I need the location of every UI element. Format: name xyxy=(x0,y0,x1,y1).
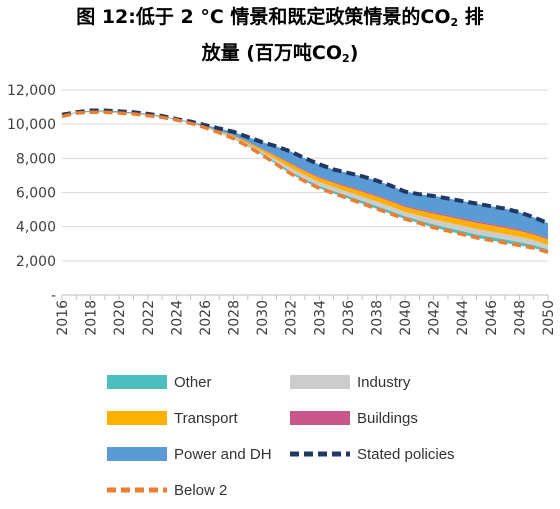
x-tick-label: 2046 xyxy=(484,300,500,336)
title-line2-subscript: 2 xyxy=(342,52,350,65)
area-transport xyxy=(62,111,548,245)
stacked-areas xyxy=(62,110,548,253)
x-tick-label: 2040 xyxy=(398,300,414,336)
area-industry xyxy=(62,111,548,250)
legend-label: Stated policies xyxy=(357,446,455,463)
y-tick-label: 6,000 xyxy=(16,186,56,202)
legend-swatch xyxy=(107,447,167,461)
x-tick-label: 2026 xyxy=(198,300,214,336)
x-tick-label: 2034 xyxy=(312,300,328,336)
legend-label: Transport xyxy=(174,410,238,427)
legend-item-transport: Transport xyxy=(107,410,238,427)
x-tick-label: 2042 xyxy=(427,300,443,336)
title-line2-tail: ) xyxy=(349,42,359,64)
legend-item-other: Other xyxy=(107,374,212,391)
x-tick-label: 2016 xyxy=(55,300,71,336)
chart-title-line-2: 放量 (百万吨CO2) xyxy=(0,38,560,74)
y-axis: - 2,000 4,000 6,000 8,000 10,000 12,000 xyxy=(7,83,56,304)
legend-item-stated-policies: Stated policies xyxy=(290,446,455,463)
legend-swatch xyxy=(290,375,350,389)
gridlines xyxy=(62,89,548,296)
legend-label: Below 2 xyxy=(174,482,227,499)
legend-swatch xyxy=(107,375,167,389)
legend: Other Industry Transport Buildings Power and… xyxy=(107,374,455,499)
series-lines xyxy=(61,108,549,254)
chart-title-line-1: 图 12:低于 2 °C 情景和既定政策情景的CO2 排 xyxy=(0,2,560,38)
title-line1-subscript: 2 xyxy=(450,16,459,29)
legend-swatch xyxy=(107,411,167,425)
legend-item-industry: Industry xyxy=(290,374,411,391)
area-power-and-dh xyxy=(62,110,548,239)
title-line1-text: 图 12:低于 2 °C 情景和既定政策情景的CO xyxy=(76,6,451,28)
y-tick-label: 8,000 xyxy=(16,151,56,167)
y-tick-label: - xyxy=(51,288,56,304)
x-tick-label: 2020 xyxy=(112,300,128,336)
x-tick-label: 2018 xyxy=(84,300,100,336)
y-tick-label: 10,000 xyxy=(7,117,56,133)
chart-title: 图 12:低于 2 °C 情景和既定政策情景的CO2 排 放量 (百万吨CO2) xyxy=(0,2,560,74)
x-tick-label: 2024 xyxy=(169,300,185,336)
x-tick-label: 2028 xyxy=(227,300,243,336)
legend-label: Buildings xyxy=(357,410,418,427)
title-line1-tail: 排 xyxy=(458,6,484,28)
x-tick-label: 2044 xyxy=(455,300,471,336)
x-tick-label: 2032 xyxy=(284,300,300,336)
y-tick-label: 2,000 xyxy=(16,254,56,270)
area-buildings xyxy=(62,111,548,240)
legend-item-power-and-dh: Power and DH xyxy=(107,446,272,463)
legend-label: Power and DH xyxy=(174,446,272,463)
x-tick-label: 2030 xyxy=(255,300,271,336)
legend-label: Other xyxy=(174,374,212,391)
y-tick-label: 12,000 xyxy=(7,83,56,99)
legend-item-below-2: Below 2 xyxy=(107,482,227,499)
x-tick-label: 2048 xyxy=(512,300,528,336)
legend-item-buildings: Buildings xyxy=(290,410,418,427)
title-line2-text: 放量 (百万吨CO xyxy=(201,42,343,64)
x-tick-label: 2038 xyxy=(369,300,385,336)
x-axis: 2016 2018 2020 2022 2024 2026 2028 2030 2032 2034… xyxy=(55,294,557,336)
line-below-2 xyxy=(61,110,549,254)
legend-swatch xyxy=(290,411,350,425)
y-tick-label: 4,000 xyxy=(16,220,56,236)
x-tick-label: 2036 xyxy=(341,300,357,336)
x-tick-label: 2022 xyxy=(141,300,157,336)
x-tick-label: 2050 xyxy=(541,300,557,336)
legend-label: Industry xyxy=(357,374,411,391)
